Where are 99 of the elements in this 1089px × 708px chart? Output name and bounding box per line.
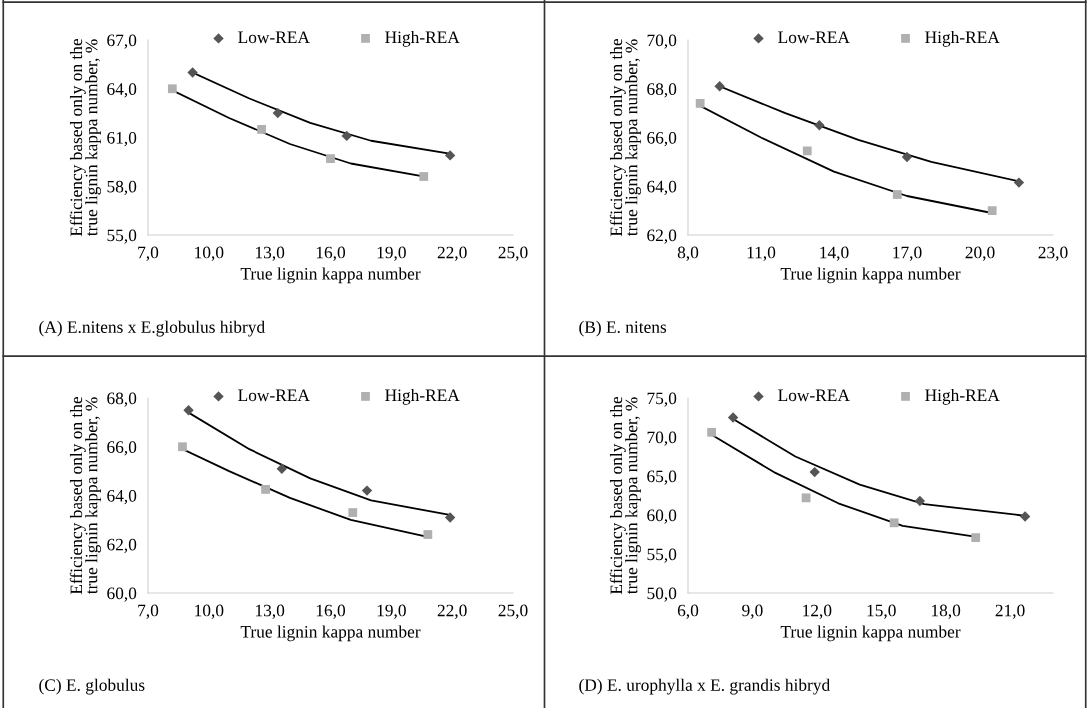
point xyxy=(1019,511,1031,522)
point xyxy=(178,442,187,452)
text: (D) E. urophylla x E. grandis hibryd xyxy=(579,678,830,695)
y-tick-label: 50,0 xyxy=(647,587,677,602)
point xyxy=(1013,177,1025,188)
point xyxy=(802,146,812,156)
y-tick-label: 55,0 xyxy=(107,229,137,244)
x-tick-label: 11,0 xyxy=(747,246,776,261)
x-axis-title: True lignin kappa number xyxy=(780,625,961,642)
text: (B) E. nitens xyxy=(579,320,667,337)
x-tick-label: 9,0 xyxy=(742,604,763,619)
y-tick-label: 64,0 xyxy=(107,489,137,505)
x-tick-label: 22,0 xyxy=(437,246,467,261)
point xyxy=(801,493,811,503)
y-tick-label: 68,0 xyxy=(107,392,137,407)
y-tick-label: 58,0 xyxy=(107,180,137,195)
x-tick-label: 19,0 xyxy=(377,604,406,619)
point xyxy=(183,404,194,416)
point xyxy=(901,151,913,163)
x-axis-title: True lignin kappa number xyxy=(240,267,421,284)
point xyxy=(257,124,266,134)
y-tick-label: 70,0 xyxy=(647,34,677,49)
x-tick-label: 25,0 xyxy=(498,604,528,619)
x-tick-label: 8,0 xyxy=(677,246,699,261)
x-tick-label: 18,0 xyxy=(931,604,961,619)
point xyxy=(971,533,981,543)
y-axis-title: Efficiency based only on the true lignin kappa number, % xyxy=(609,396,641,595)
x-tick-label: 12,0 xyxy=(803,604,832,619)
point xyxy=(889,518,899,528)
y-tick-label: 64,0 xyxy=(647,180,677,195)
legend-label: High-REA xyxy=(385,30,460,47)
point xyxy=(814,120,825,131)
point xyxy=(727,412,739,423)
x-tick-label: 6,0 xyxy=(677,604,699,619)
point xyxy=(423,530,433,539)
y-axis-title: Efficiency based only on the true lignin kappa number, % xyxy=(609,38,641,237)
x-axis-title: True lignin kappa number xyxy=(240,625,421,642)
x-tick-label: 13,0 xyxy=(256,246,285,261)
x-tick-label: 7,0 xyxy=(138,604,159,619)
point xyxy=(341,130,352,142)
text: (A) E.nitens x E.globulus hibryd xyxy=(39,320,265,337)
text: (C) E. globulus xyxy=(39,678,145,695)
x-tick-label: 10,0 xyxy=(195,604,224,619)
x-tick-label: 7,0 xyxy=(138,246,159,261)
x-tick-label: 13,0 xyxy=(256,604,285,619)
x-tick-label: 20,0 xyxy=(965,246,995,261)
point xyxy=(707,427,717,437)
y-tick-label: 55,0 xyxy=(647,548,677,563)
x-tick-label: 17,0 xyxy=(893,246,922,261)
legend-label: Low-REA xyxy=(778,31,850,44)
point xyxy=(272,107,283,119)
point xyxy=(348,508,358,517)
x-tick-label: 22,0 xyxy=(437,604,467,619)
legend-label: High-REA xyxy=(925,30,1000,47)
x-tick-label: 25,0 xyxy=(498,246,528,261)
y-tick-label: 60,0 xyxy=(647,509,677,524)
x-tick-label: 16,0 xyxy=(316,604,346,619)
point xyxy=(444,512,456,523)
y-tick-label: 61,0 xyxy=(107,131,137,147)
x-tick-label: 21,0 xyxy=(995,604,1025,619)
legend-label: High-REA xyxy=(925,388,1000,405)
legend-label: Low-REA xyxy=(778,389,850,402)
y-tick-label: 66,0 xyxy=(107,441,137,456)
y-tick-label: 70,0 xyxy=(647,431,677,446)
x-tick-label: 15,0 xyxy=(867,604,896,619)
legend-label: High-REA xyxy=(385,388,460,405)
point xyxy=(326,154,335,164)
point xyxy=(809,466,820,478)
y-tick-label: 68,0 xyxy=(647,83,677,98)
point xyxy=(276,463,288,474)
point xyxy=(167,84,177,94)
x-tick-label: 14,0 xyxy=(820,246,849,261)
point xyxy=(444,150,456,161)
point xyxy=(187,67,198,78)
point xyxy=(987,206,997,216)
point xyxy=(361,485,373,496)
y-axis-title: Efficiency based only on the true lignin kappa number, % xyxy=(69,38,101,237)
y-tick-label: 62,0 xyxy=(107,538,137,553)
point xyxy=(914,495,926,507)
x-axis-title: True lignin kappa number xyxy=(780,267,961,284)
point xyxy=(892,190,902,199)
y-axis-title: Efficiency based only on the true lignin kappa number, % xyxy=(69,396,101,595)
y-tick-label: 75,0 xyxy=(647,392,677,407)
legend-label: Low-REA xyxy=(238,389,310,402)
point xyxy=(695,98,705,108)
y-tick-label: 64,0 xyxy=(107,83,137,98)
x-tick-label: 23,0 xyxy=(1038,246,1068,261)
y-tick-label: 65,0 xyxy=(647,470,677,485)
legend-label: Low-REA xyxy=(238,31,310,44)
x-tick-label: 16,0 xyxy=(316,246,346,261)
x-tick-label: 19,0 xyxy=(377,246,406,261)
y-tick-label: 60,0 xyxy=(107,587,137,602)
y-tick-label: 62,0 xyxy=(647,229,677,244)
y-tick-label: 66,0 xyxy=(647,131,677,147)
point xyxy=(261,485,270,494)
y-tick-label: 67,0 xyxy=(107,34,137,49)
point xyxy=(714,81,725,92)
x-tick-label: 10,0 xyxy=(195,246,224,261)
point xyxy=(419,172,429,181)
